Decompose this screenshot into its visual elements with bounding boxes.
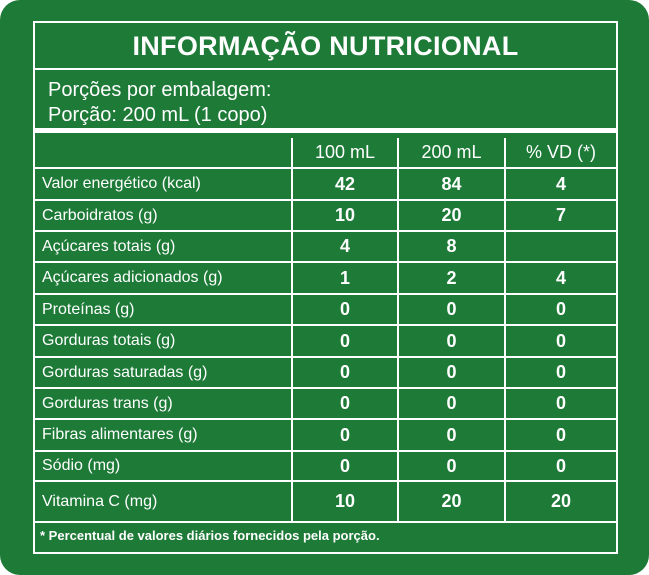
table-row: Proteínas (g) 0 0 0 [35,295,616,326]
value-100ml: 0 [293,326,399,356]
nutrient-name: Açúcares adicionados (g) [35,263,293,293]
nutrient-name: Valor energético (kcal) [35,169,293,199]
nutrient-name: Gorduras totais (g) [35,326,293,356]
value-200ml: 0 [399,326,506,356]
value-100ml: 10 [293,201,399,230]
value-vd: 0 [555,330,566,351]
nutrient-name: Carboidratos (g) [35,201,293,230]
table-row: Gorduras saturadas (g) 0 0 0 [35,358,616,389]
table-row: Gorduras totais (g) 0 0 0 [35,326,616,358]
value-200ml: 20 [399,201,506,230]
value-200ml: 0 [399,389,506,418]
value-vd: 20 [550,491,572,511]
portion-info: Porções por embalagem: Porção: 200 mL (1… [35,68,616,133]
value-vd: 0 [555,393,566,413]
value-vd: 4 [555,267,566,288]
nutrient-name: Açúcares totais (g) [35,232,293,261]
table-row: Vitamina C (mg) 10 20 20 [35,482,616,523]
value-100ml: 0 [293,358,399,387]
table-row: Carboidratos (g) 10 20 7 [35,201,616,232]
header-blank [35,138,293,167]
nutrient-name: Gorduras saturadas (g) [35,358,293,387]
nutrient-name: Vitamina C (mg) [35,482,293,521]
value-100ml: 0 [293,452,399,480]
nutrient-name: Gorduras trans (g) [35,389,293,418]
table-row: Sódio (mg) 0 0 0 [35,452,616,482]
value-200ml: 0 [399,358,506,387]
header-100ml: 100 mL [293,138,399,167]
value-100ml: 10 [293,482,399,521]
value-100ml: 0 [293,295,399,324]
value-200ml: 84 [399,169,506,199]
value-200ml: 0 [399,295,506,324]
value-vd [506,232,616,261]
value-200ml: 20 [399,482,506,521]
value-100ml: 4 [293,232,399,261]
footnote: * Percentual de valores diários fornecid… [40,528,380,543]
portions-per-package: Porções por embalagem: [48,79,272,101]
value-100ml: 42 [293,169,399,199]
header-vd: % VD (*) [525,142,596,162]
value-vd: 7 [555,205,566,225]
value-200ml: 0 [399,452,506,480]
value-100ml: 0 [293,389,399,418]
value-100ml: 0 [293,420,399,450]
nutrient-name: Proteínas (g) [35,295,293,324]
table-row: Açúcares adicionados (g) 1 2 4 [35,263,616,295]
value-200ml: 0 [399,420,506,450]
value-vd: 0 [555,455,566,476]
value-200ml: 2 [399,263,506,293]
portion-size: Porção: 200 mL (1 copo) [48,104,268,126]
label-title: INFORMAÇÃO NUTRICIONAL [132,31,519,61]
value-100ml: 1 [293,263,399,293]
nutrient-name: Fibras alimentares (g) [35,420,293,450]
table-row: Açúcares totais (g) 4 8 [35,232,616,263]
table-row: Valor energético (kcal) 42 84 4 [35,169,616,201]
value-vd: 0 [555,424,566,445]
table-row: Fibras alimentares (g) 0 0 0 [35,420,616,452]
nutrient-name: Sódio (mg) [35,452,293,480]
value-200ml: 8 [399,232,506,261]
value-vd: 0 [555,299,566,319]
header-200ml: 200 mL [399,138,506,167]
table-row: Gorduras trans (g) 0 0 0 [35,389,616,420]
table-header-row: 100 mL 200 mL % VD (*) [35,138,616,169]
value-vd: 4 [555,173,566,194]
nutrition-table-frame: INFORMAÇÃO NUTRICIONAL Porções por embal… [33,21,618,554]
value-vd: 0 [555,362,566,382]
